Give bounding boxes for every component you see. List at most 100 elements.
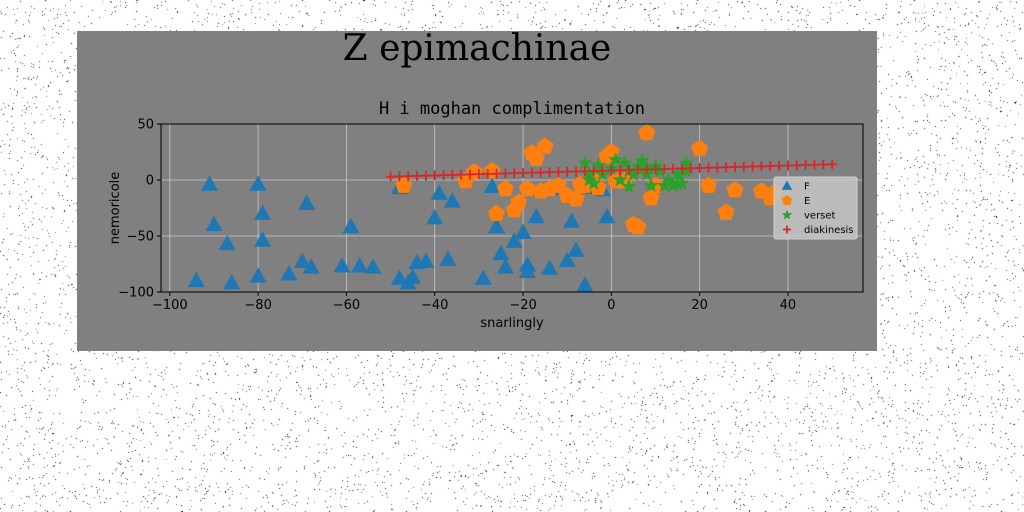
legend-marker xyxy=(781,209,793,220)
data-point xyxy=(615,165,626,176)
data-point xyxy=(612,172,628,187)
data-point xyxy=(691,139,709,156)
data-point xyxy=(385,171,396,182)
data-point xyxy=(699,176,718,193)
data-point xyxy=(590,157,606,172)
data-point xyxy=(567,190,585,207)
data-point xyxy=(536,137,554,154)
data-point xyxy=(558,251,576,267)
x-tick-label: −40 xyxy=(421,298,448,313)
data-point xyxy=(642,188,660,206)
data-point xyxy=(302,258,320,274)
data-point xyxy=(625,166,642,181)
data-point xyxy=(218,234,236,251)
data-point xyxy=(535,167,546,178)
legend-label: verset xyxy=(804,211,836,222)
x-axis-label: snarlingly xyxy=(480,316,544,331)
data-point xyxy=(678,163,695,178)
data-point xyxy=(638,123,656,141)
series-layer xyxy=(187,123,838,292)
data-point xyxy=(426,209,444,225)
data-point xyxy=(726,181,744,198)
y-axis-label: nemoricole xyxy=(108,172,123,245)
data-point xyxy=(782,160,793,171)
data-point xyxy=(597,165,608,176)
data-point xyxy=(676,163,687,174)
y-tick-label: −50 xyxy=(127,230,154,245)
chart-title: H i moghan complimentation xyxy=(379,99,645,119)
data-point xyxy=(390,269,408,285)
data-point xyxy=(774,160,785,171)
data-point xyxy=(474,269,492,285)
data-point xyxy=(668,163,679,174)
data-point xyxy=(510,193,528,210)
data-point xyxy=(827,159,838,170)
data-point xyxy=(527,149,545,167)
data-point xyxy=(496,179,514,197)
x-tick-label: −20 xyxy=(509,298,536,313)
data-point xyxy=(629,218,647,235)
data-point xyxy=(747,161,758,172)
data-point xyxy=(669,175,686,190)
data-point xyxy=(650,164,661,175)
data-point xyxy=(465,169,476,180)
data-point xyxy=(280,265,298,281)
data-point xyxy=(549,176,567,193)
data-point xyxy=(249,175,267,191)
legend-marker xyxy=(781,180,793,190)
data-point xyxy=(579,166,590,177)
data-point xyxy=(641,164,652,175)
data-point xyxy=(473,169,484,180)
data-point xyxy=(576,276,594,292)
data-point xyxy=(527,207,545,224)
data-point xyxy=(669,166,686,181)
data-point xyxy=(703,162,714,173)
data-point xyxy=(351,257,369,273)
data-point xyxy=(205,215,223,232)
x-tick-label: −80 xyxy=(244,298,271,313)
series-diakinesis xyxy=(385,159,838,182)
data-point xyxy=(249,267,267,283)
x-tick-label: 40 xyxy=(780,298,797,313)
legend-label: diakinesis xyxy=(804,225,854,236)
data-point xyxy=(364,258,382,274)
data-point xyxy=(201,175,219,191)
data-point xyxy=(721,162,732,173)
data-point xyxy=(634,152,650,168)
data-point xyxy=(505,232,523,248)
x-tick-label: −60 xyxy=(333,298,360,313)
data-point xyxy=(665,177,681,193)
data-point xyxy=(404,268,422,284)
data-point xyxy=(694,163,705,174)
data-point xyxy=(526,167,537,178)
y-tick-label: −100 xyxy=(118,286,154,301)
data-point xyxy=(717,203,735,220)
legend-marker xyxy=(783,225,791,234)
data-point xyxy=(809,159,820,170)
data-point xyxy=(544,167,555,178)
x-tick-label: −100 xyxy=(152,298,188,313)
data-point xyxy=(395,176,413,193)
legend-label: E xyxy=(804,196,810,207)
data-point xyxy=(487,204,506,221)
data-point xyxy=(685,163,696,174)
data-point xyxy=(581,172,597,187)
data-point xyxy=(187,271,205,288)
data-point xyxy=(514,223,532,239)
y-tick-label: 50 xyxy=(137,118,154,133)
data-point xyxy=(492,244,510,261)
data-point xyxy=(430,184,448,200)
data-point xyxy=(420,170,431,181)
data-point xyxy=(298,194,316,210)
data-point xyxy=(293,252,311,269)
data-point xyxy=(447,169,458,180)
axes-frame xyxy=(160,123,864,293)
data-point xyxy=(482,168,493,179)
data-point xyxy=(483,162,501,179)
x-tick-label: 0 xyxy=(607,298,615,313)
data-point xyxy=(465,163,484,180)
figure-panel: Z epimachinae −100 −80 −60 −40 −20 0 20 40 −100−… xyxy=(77,31,877,351)
data-point xyxy=(756,161,767,172)
data-point xyxy=(563,212,581,228)
